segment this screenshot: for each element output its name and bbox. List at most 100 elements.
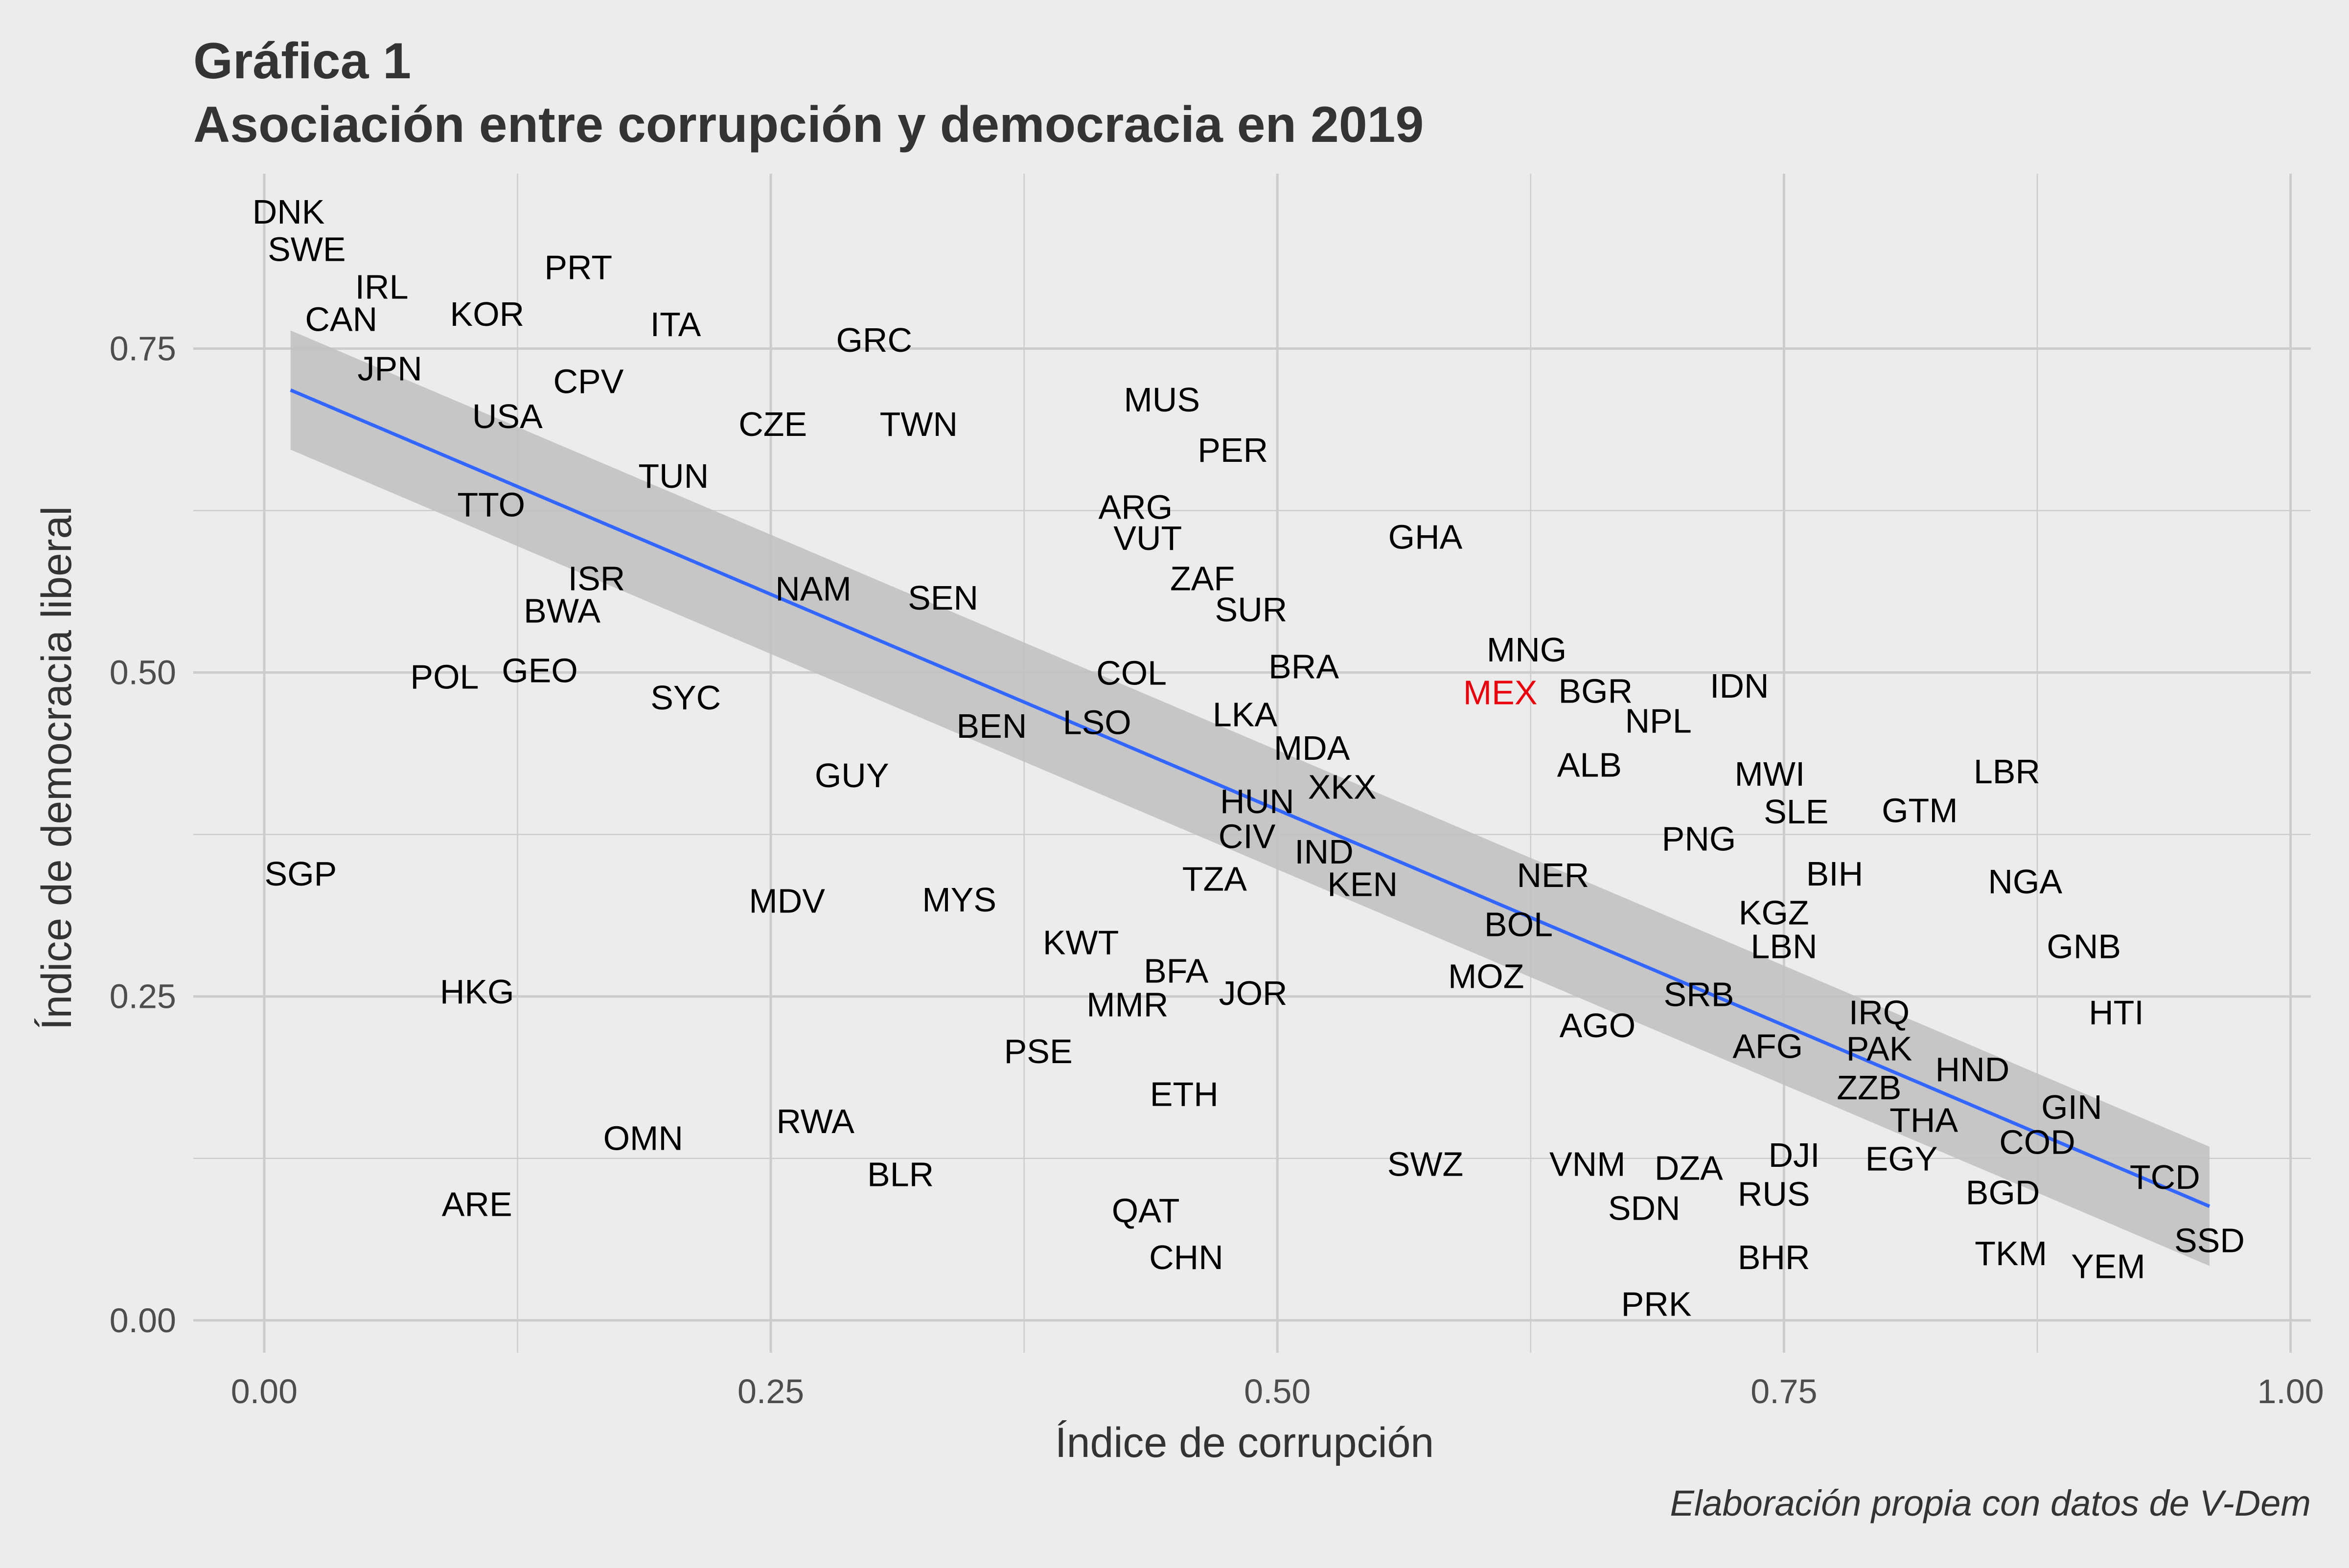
- point-label-mus: MUS: [1124, 381, 1200, 419]
- point-label-zaf: ZAF: [1170, 559, 1235, 597]
- point-label-tcd: TCD: [2130, 1158, 2200, 1196]
- point-label-kor: KOR: [450, 295, 525, 333]
- point-label-gha: GHA: [1388, 518, 1463, 556]
- point-label-mdv: MDV: [749, 882, 825, 920]
- point-label-alb: ALB: [1557, 746, 1622, 784]
- point-label-isr: ISR: [568, 559, 625, 597]
- chart-subtitle: Asociación entre corrupción y democracia…: [193, 96, 1424, 153]
- point-label-lso: LSO: [1063, 703, 1131, 741]
- point-label-omn: OMN: [603, 1119, 683, 1157]
- x-axis-title: Índice de corrupción: [1055, 1419, 1434, 1466]
- point-label-tkm: TKM: [1975, 1234, 2047, 1273]
- point-label-hkg: HKG: [440, 973, 514, 1011]
- point-label-prt: PRT: [544, 249, 612, 287]
- point-label-qat: QAT: [1112, 1192, 1180, 1230]
- y-tick-label: 0.25: [110, 977, 176, 1016]
- point-label-kwt: KWT: [1043, 923, 1119, 961]
- point-label-ner: NER: [1517, 856, 1589, 894]
- trend-line-layer: [290, 388, 2211, 1208]
- point-label-per: PER: [1198, 431, 1268, 469]
- point-label-dza: DZA: [1655, 1149, 1723, 1187]
- point-label-bgd: BGD: [1966, 1174, 2040, 1212]
- point-label-mda: MDA: [1274, 729, 1350, 767]
- point-label-bih: BIH: [1806, 855, 1864, 893]
- point-label-prk: PRK: [1621, 1285, 1692, 1323]
- point-label-col: COL: [1096, 654, 1167, 692]
- point-label-hnd: HND: [1935, 1050, 2010, 1089]
- chart-caption: Elaboración propia con datos de V-Dem: [1670, 1483, 2311, 1523]
- point-label-tha: THA: [1889, 1101, 1958, 1139]
- point-label-geo: GEO: [502, 651, 578, 689]
- point-label-srb: SRB: [1664, 975, 1734, 1013]
- point-label-egy: EGY: [1865, 1140, 1938, 1178]
- point-label-lka: LKA: [1213, 695, 1278, 733]
- point-label-tto: TTO: [457, 485, 525, 523]
- point-label-yem: YEM: [2071, 1248, 2145, 1286]
- point-label-tun: TUN: [638, 457, 709, 495]
- point-label-ind: IND: [1294, 833, 1354, 871]
- point-label-dji: DJI: [1769, 1136, 1820, 1174]
- y-tick-label: 0.75: [110, 330, 176, 368]
- point-label-cze: CZE: [738, 405, 807, 443]
- point-label-sur: SUR: [1215, 591, 1288, 629]
- point-label-vnm: VNM: [1549, 1145, 1626, 1183]
- point-label-moz: MOZ: [1448, 957, 1524, 995]
- point-label-pse: PSE: [1004, 1032, 1073, 1070]
- point-label-dnk: DNK: [253, 193, 325, 231]
- point-label-ago: AGO: [1560, 1006, 1636, 1045]
- point-label-sen: SEN: [908, 579, 978, 617]
- point-label-gin: GIN: [2041, 1088, 2102, 1126]
- point-label-gtm: GTM: [1882, 791, 1958, 829]
- point-label-idn: IDN: [1710, 667, 1769, 705]
- x-tick-label: 0.00: [231, 1372, 298, 1410]
- point-label-bwa: BWA: [524, 591, 600, 630]
- x-tick-label: 0.50: [1244, 1372, 1311, 1410]
- point-label-nam: NAM: [775, 569, 852, 608]
- point-label-mwi: MWI: [1735, 755, 1805, 793]
- chart-title: Gráfica 1: [193, 33, 411, 90]
- point-label-bfa: BFA: [1144, 952, 1209, 990]
- y-axis-title: Índice de democracia liberal: [33, 506, 80, 1030]
- point-label-xkx: XKX: [1308, 768, 1377, 806]
- trend-line: [290, 388, 2211, 1208]
- point-label-bhr: BHR: [1738, 1238, 1810, 1276]
- point-label-ken: KEN: [1327, 865, 1398, 903]
- point-label-swe: SWE: [268, 230, 345, 269]
- point-label-pak: PAK: [1846, 1030, 1912, 1068]
- point-label-ben: BEN: [956, 707, 1027, 745]
- point-label-usa: USA: [472, 397, 543, 435]
- point-label-png: PNG: [1662, 820, 1736, 858]
- point-label-gnb: GNB: [2047, 927, 2121, 965]
- point-label-arg: ARG: [1099, 488, 1173, 526]
- point-label-eth: ETH: [1150, 1075, 1219, 1113]
- point-label-tza: TZA: [1182, 860, 1247, 898]
- point-label-chn: CHN: [1149, 1238, 1223, 1276]
- x-tick-label: 0.25: [737, 1372, 804, 1410]
- x-tick-label: 0.75: [1750, 1372, 1817, 1410]
- point-label-bol: BOL: [1484, 905, 1553, 943]
- point-label-irl: IRL: [355, 268, 409, 306]
- point-label-bgr: BGR: [1558, 672, 1633, 710]
- point-label-mys: MYS: [922, 881, 996, 919]
- point-label-npl: NPL: [1625, 702, 1692, 740]
- point-label-jor: JOR: [1219, 974, 1288, 1012]
- y-tick-label: 0.50: [110, 654, 176, 692]
- point-label-lbr: LBR: [1974, 752, 2040, 791]
- point-label-ita: ITA: [650, 305, 701, 343]
- point-label-blr: BLR: [867, 1156, 934, 1194]
- point-label-can: CAN: [305, 300, 377, 339]
- point-label-sdn: SDN: [1608, 1189, 1681, 1227]
- point-label-cpv: CPV: [553, 363, 623, 401]
- point-label-twn: TWN: [880, 405, 958, 443]
- point-label-sle: SLE: [1764, 793, 1828, 831]
- point-label-cod: COD: [1999, 1123, 2075, 1161]
- point-label-swz: SWZ: [1387, 1145, 1464, 1183]
- point-label-nga: NGA: [1988, 863, 2062, 901]
- point-label-afg: AFG: [1732, 1027, 1803, 1065]
- point-label-pol: POL: [410, 658, 479, 696]
- point-label-mng: MNG: [1487, 631, 1566, 669]
- point-label-rus: RUS: [1738, 1175, 1810, 1213]
